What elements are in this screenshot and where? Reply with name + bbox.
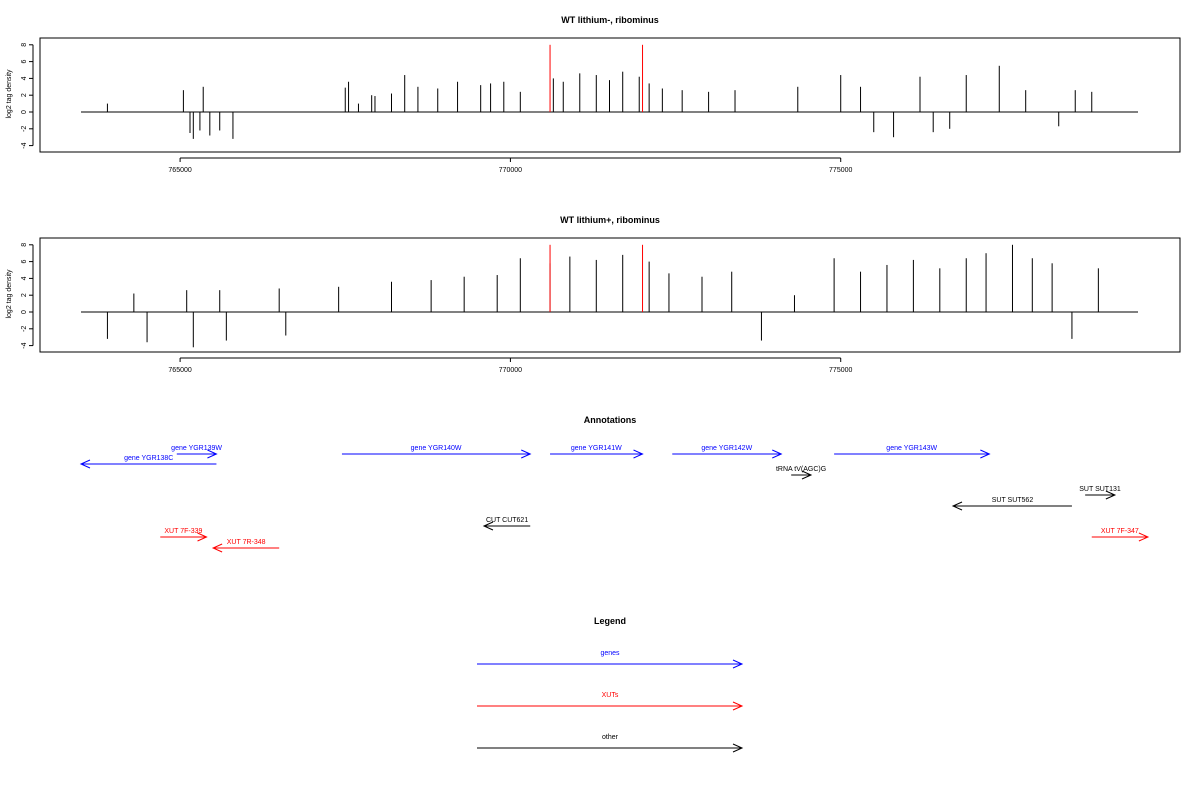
- annotation-label: XUT 7F-347: [1101, 528, 1139, 535]
- annotation-label: gene YGR143W: [886, 445, 937, 452]
- annotation-other-arrow-head: [482, 521, 494, 531]
- annotation-other-arrow: CUT CUT621: [482, 517, 531, 531]
- annotation-label: tRNA tV(AGC)G: [776, 466, 826, 473]
- legend-item-genes-head: [732, 659, 744, 669]
- legend-item-label: XUTs: [602, 692, 619, 699]
- annotation-label: gene YGR140W: [411, 445, 462, 452]
- annotation-genes-arrow: gene YGR138C: [79, 455, 217, 469]
- annotation-XUTs-arrow-head: [1138, 532, 1150, 542]
- y-tick-label: 8: [21, 43, 28, 47]
- y-tick-label: 4: [21, 76, 28, 80]
- annotation-XUTs-arrow: XUT 7F-339: [160, 528, 208, 542]
- legend-item-label: genes: [600, 650, 620, 657]
- panel-lithium-plus: WT lithium+, ribominus log2 tag density …: [6, 215, 1181, 374]
- annotations-title: Annotations: [584, 415, 637, 425]
- panel-lithium-minus: WT lithium-, ribominus log2 tag density …: [6, 15, 1181, 174]
- annotation-genes-arrow-head: [207, 449, 218, 459]
- annotation-genes-arrow-head: [633, 449, 644, 459]
- annotation-other-arrow: SUT SUT131: [1079, 486, 1121, 500]
- annotation-label: XUT 7F-339: [164, 528, 202, 535]
- annotation-XUTs-arrow: XUT 7F-347: [1091, 528, 1150, 542]
- annotation-genes-arrow: gene YGR139W: [171, 445, 222, 459]
- annotation-other-arrow-head: [1105, 490, 1117, 500]
- annotation-genes-arrow-head: [521, 449, 532, 459]
- legend-item-genes: genes: [477, 650, 744, 669]
- y-tick-label: 0: [21, 310, 28, 314]
- annotation-other-arrow: SUT SUT562: [951, 497, 1072, 511]
- plot-frame: [39, 237, 1181, 353]
- y-tick-label: 6: [21, 60, 28, 64]
- annotation-other-arrow-head: [801, 470, 813, 480]
- y-tick-label: -2: [21, 326, 28, 332]
- annotation-label: gene YGR138C: [124, 455, 173, 462]
- x-tick-label: 775000: [829, 367, 852, 374]
- y-tick-label: -4: [21, 142, 28, 148]
- annotation-track: Annotations gene YGR138C gene YGR139W gene…: [79, 415, 1150, 553]
- annotation-label: gene YGR139W: [171, 445, 222, 452]
- density-bars: [106, 65, 1093, 139]
- x-tick-label: 770000: [499, 167, 522, 174]
- x-tick-label: 765000: [168, 367, 191, 374]
- panel1-title: WT lithium-, ribominus: [561, 15, 659, 25]
- annotation-XUTs-arrow-head: [197, 532, 208, 542]
- annotation-genes-arrow: gene YGR140W: [341, 445, 532, 459]
- annotation-XUTs-arrow-head: [211, 543, 223, 553]
- x-tick-label: 770000: [499, 367, 522, 374]
- legend: Legend genes XUTs other: [477, 616, 744, 753]
- annotation-label: CUT CUT621: [486, 517, 528, 524]
- density-bars: [106, 244, 1099, 348]
- annotation-label: XUT 7R-348: [227, 539, 266, 546]
- legend-item-label: other: [602, 734, 619, 741]
- legend-item-xuts-head: [732, 701, 744, 711]
- y-tick-label: 2: [21, 293, 28, 297]
- annotation-genes-arrow-head: [772, 449, 783, 459]
- annotation-genes-arrow: gene YGR142W: [672, 445, 783, 459]
- y-tick-label: 2: [21, 93, 28, 97]
- annotation-label: gene YGR141W: [571, 445, 622, 452]
- y-tick-label: 0: [21, 110, 28, 114]
- x-tick-label: 775000: [829, 167, 852, 174]
- y-tick-label: 8: [21, 243, 28, 247]
- annotation-label: SUT SUT131: [1079, 486, 1121, 493]
- y-tick-label: 6: [21, 260, 28, 264]
- y-tick-label: 4: [21, 276, 28, 280]
- x-tick-label: 765000: [168, 167, 191, 174]
- annotation-other-arrow-head: [951, 501, 963, 511]
- annotation-label: SUT SUT562: [992, 497, 1034, 504]
- panel2-title: WT lithium+, ribominus: [560, 215, 660, 225]
- legend-title: Legend: [594, 616, 626, 626]
- annotation-other-arrow: tRNA tV(AGC)G: [776, 466, 826, 480]
- y-tick-label: -4: [21, 342, 28, 348]
- annotation-genes-arrow-head: [980, 449, 991, 459]
- panel1-ylabel: log2 tag density: [6, 69, 13, 119]
- annotation-genes-arrow: gene YGR143W: [834, 445, 991, 459]
- legend-item-other: other: [477, 734, 744, 753]
- legend-item-xuts: XUTs: [477, 692, 744, 711]
- annotation-label: gene YGR142W: [701, 445, 752, 452]
- legend-item-other-head: [732, 743, 744, 753]
- plot-frame: [39, 37, 1181, 153]
- annotation-XUTs-arrow: XUT 7R-348: [211, 539, 280, 553]
- annotation-genes-arrow: gene YGR141W: [550, 445, 644, 459]
- annotation-genes-arrow-head: [79, 459, 91, 469]
- y-tick-label: -2: [21, 126, 28, 132]
- panel2-ylabel: log2 tag density: [6, 269, 13, 319]
